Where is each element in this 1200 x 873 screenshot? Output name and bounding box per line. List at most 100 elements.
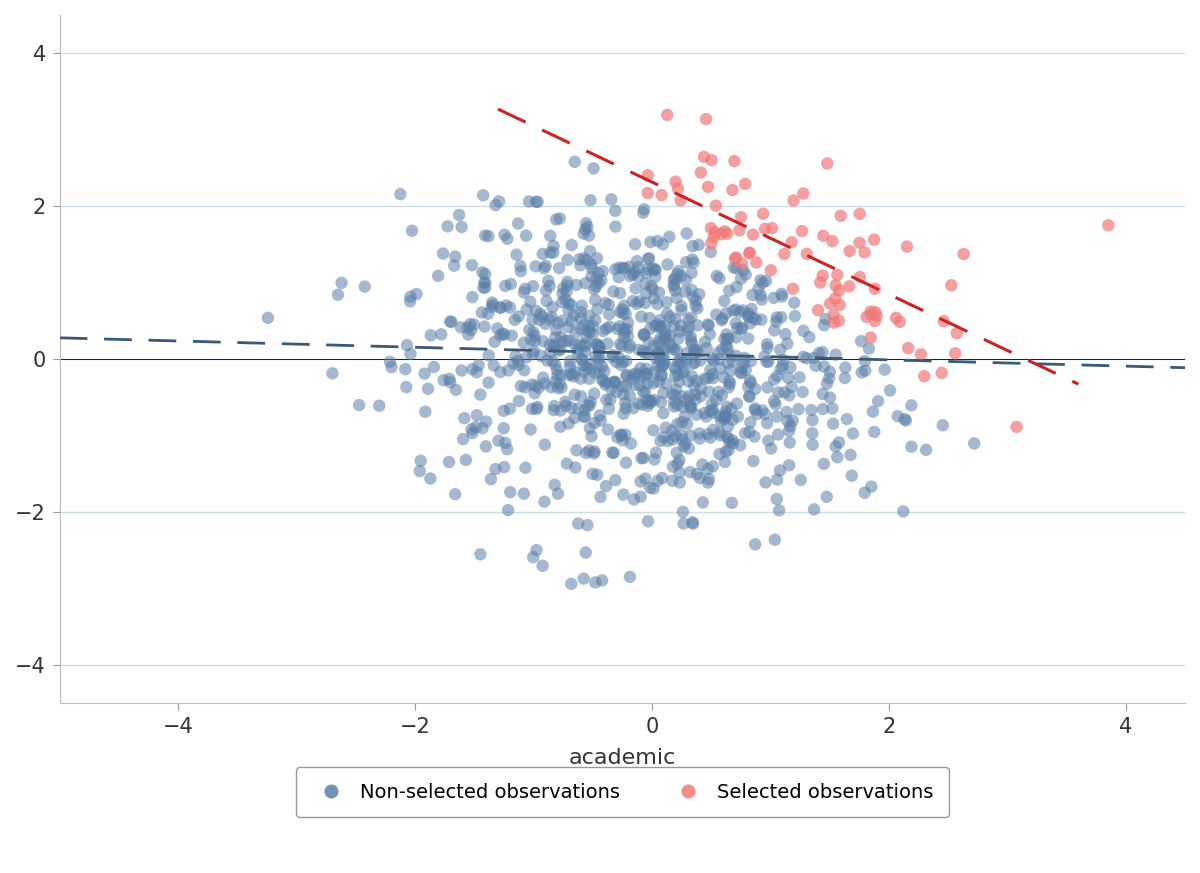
Non-selected observations <box>740 316 760 330</box>
Non-selected observations <box>451 320 470 334</box>
Non-selected observations <box>790 370 809 384</box>
Non-selected observations <box>712 313 731 327</box>
Non-selected observations <box>613 380 632 394</box>
Non-selected observations <box>630 294 649 308</box>
Non-selected observations <box>445 250 464 264</box>
Non-selected observations <box>664 320 683 333</box>
Non-selected observations <box>736 363 755 377</box>
Non-selected observations <box>662 340 682 354</box>
Non-selected observations <box>641 481 660 495</box>
Non-selected observations <box>634 327 653 341</box>
Non-selected observations <box>767 311 786 325</box>
Non-selected observations <box>668 332 688 346</box>
Non-selected observations <box>463 426 482 440</box>
Non-selected observations <box>652 368 671 382</box>
Non-selected observations <box>536 284 556 298</box>
Non-selected observations <box>576 223 595 237</box>
Non-selected observations <box>601 382 620 396</box>
Non-selected observations <box>653 471 672 485</box>
Non-selected observations <box>856 364 875 378</box>
Non-selected observations <box>776 405 796 419</box>
Non-selected observations <box>571 372 590 386</box>
Non-selected observations <box>835 361 854 375</box>
Non-selected observations <box>793 324 812 338</box>
Non-selected observations <box>575 251 594 265</box>
Non-selected observations <box>668 457 688 471</box>
Non-selected observations <box>574 572 593 586</box>
Non-selected observations <box>722 496 742 510</box>
Non-selected observations <box>581 244 600 258</box>
Non-selected observations <box>535 495 554 509</box>
Selected observations <box>932 366 952 380</box>
Non-selected observations <box>410 464 430 478</box>
Non-selected observations <box>534 371 553 385</box>
Non-selected observations <box>671 352 690 366</box>
Non-selected observations <box>481 472 500 486</box>
Non-selected observations <box>646 365 665 379</box>
Non-selected observations <box>852 334 871 348</box>
Non-selected observations <box>672 299 691 313</box>
Selected observations <box>736 177 755 191</box>
Non-selected observations <box>720 377 739 391</box>
Non-selected observations <box>635 328 654 342</box>
Non-selected observations <box>509 394 528 408</box>
Non-selected observations <box>509 354 528 368</box>
Non-selected observations <box>754 276 773 290</box>
Non-selected observations <box>515 363 534 377</box>
Non-selected observations <box>349 398 368 412</box>
Non-selected observations <box>773 359 792 373</box>
Non-selected observations <box>401 347 420 361</box>
Non-selected observations <box>726 316 745 330</box>
Non-selected observations <box>934 418 953 432</box>
Non-selected observations <box>751 313 770 327</box>
Selected observations <box>658 108 677 122</box>
Non-selected observations <box>582 430 601 443</box>
Non-selected observations <box>640 394 659 408</box>
Non-selected observations <box>732 272 751 285</box>
Non-selected observations <box>700 472 719 486</box>
Selected observations <box>701 221 720 235</box>
Selected observations <box>947 327 966 340</box>
Non-selected observations <box>718 430 737 443</box>
Non-selected observations <box>502 328 521 342</box>
Non-selected observations <box>793 350 812 364</box>
Non-selected observations <box>560 354 580 368</box>
Non-selected observations <box>497 299 516 313</box>
Non-selected observations <box>584 387 604 401</box>
Non-selected observations <box>704 354 724 368</box>
Non-selected observations <box>641 395 660 409</box>
Selected observations <box>914 369 934 383</box>
Non-selected observations <box>683 357 702 371</box>
Non-selected observations <box>780 388 799 402</box>
Non-selected observations <box>823 416 842 430</box>
Non-selected observations <box>380 354 400 368</box>
Non-selected observations <box>560 360 580 374</box>
Selected observations <box>832 209 851 223</box>
Non-selected observations <box>752 403 772 417</box>
Non-selected observations <box>553 281 572 295</box>
Non-selected observations <box>571 311 590 325</box>
Non-selected observations <box>817 490 836 504</box>
Non-selected observations <box>552 368 571 382</box>
Non-selected observations <box>726 330 745 344</box>
Non-selected observations <box>727 280 746 294</box>
Non-selected observations <box>595 378 614 392</box>
Non-selected observations <box>662 387 682 401</box>
Non-selected observations <box>529 381 548 395</box>
Non-selected observations <box>716 327 736 341</box>
Selected observations <box>814 269 833 283</box>
Non-selected observations <box>433 246 452 260</box>
Non-selected observations <box>667 446 686 460</box>
Non-selected observations <box>748 407 767 421</box>
Non-selected observations <box>821 390 840 404</box>
Non-selected observations <box>582 258 601 272</box>
Non-selected observations <box>493 327 512 340</box>
Selected observations <box>824 308 844 322</box>
Non-selected observations <box>670 465 689 479</box>
Non-selected observations <box>536 259 556 273</box>
Non-selected observations <box>474 189 493 203</box>
Non-selected observations <box>677 255 696 269</box>
Non-selected observations <box>636 277 655 291</box>
Selected observations <box>942 278 961 292</box>
Non-selected observations <box>396 362 415 376</box>
